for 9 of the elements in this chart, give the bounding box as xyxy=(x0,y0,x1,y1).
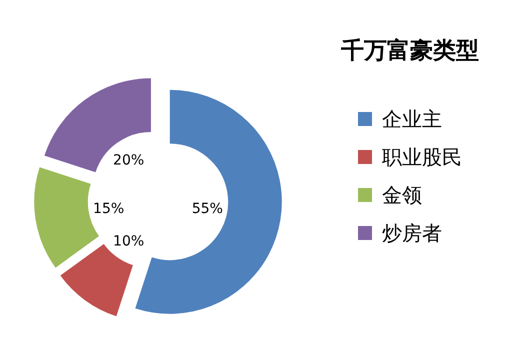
data-label: 10% xyxy=(113,234,144,250)
legend-label: 企业主 xyxy=(382,107,442,131)
legend-label: 金领 xyxy=(382,183,422,207)
chart-title: 千万富豪类型 xyxy=(340,37,479,64)
data-label: 15% xyxy=(93,200,124,217)
data-label: 55% xyxy=(192,200,223,217)
data-label: 20% xyxy=(113,152,144,168)
legend-label: 炒房者 xyxy=(382,221,442,245)
legend-label: 职业股民 xyxy=(382,145,462,169)
